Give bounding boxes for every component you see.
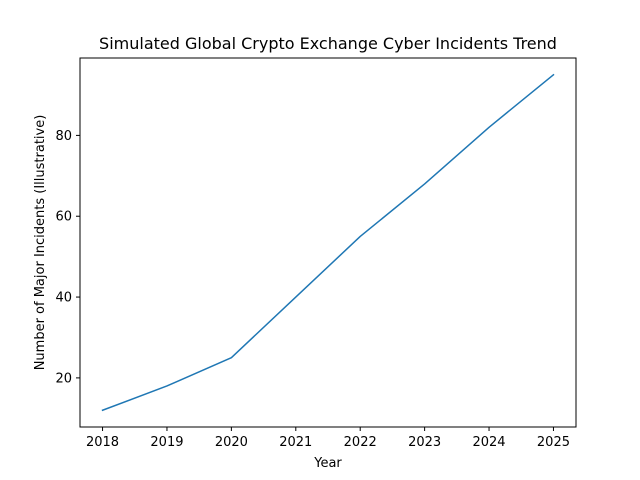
y-axis-label: Number of Major Incidents (Illustrative) <box>33 115 48 371</box>
y-tick-label: 60 <box>55 210 72 225</box>
x-tick-label: 2023 <box>408 435 441 450</box>
x-tick-label: 2018 <box>86 435 119 450</box>
y-tick-label: 80 <box>55 129 72 144</box>
y-tick-label: 20 <box>55 371 72 386</box>
y-tick-label: 40 <box>55 291 72 306</box>
y-axis-ticks: 20 40 60 80 <box>55 129 80 386</box>
x-axis-label: Year <box>313 456 342 471</box>
x-tick-label: 2025 <box>537 435 570 450</box>
x-tick-label: 2019 <box>150 435 183 450</box>
x-axis-ticks: 2018 2019 2020 2021 2022 2023 2024 2025 <box>86 427 570 450</box>
plot-area <box>79 57 577 428</box>
series-line-0 <box>101 73 555 412</box>
x-tick-label: 2020 <box>215 435 248 450</box>
plot-frame <box>79 57 577 428</box>
x-tick-label: 2024 <box>472 435 505 450</box>
chart-title: Simulated Global Crypto Exchange Cyber I… <box>99 34 557 53</box>
x-tick-label: 2022 <box>344 435 377 450</box>
series-layer <box>101 73 555 412</box>
x-tick-label: 2021 <box>279 435 312 450</box>
